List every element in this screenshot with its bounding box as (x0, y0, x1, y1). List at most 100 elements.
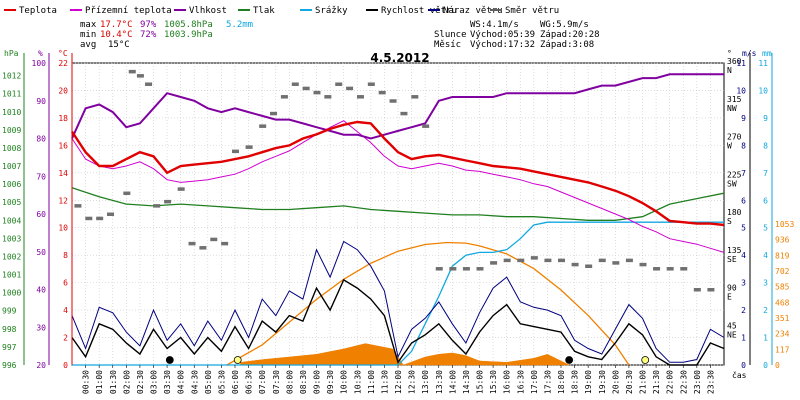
info-sun-set: Západ:20:28 (540, 30, 600, 40)
wm2-tick: 936 (775, 236, 790, 245)
ms-tick: 11 (736, 59, 746, 68)
x-tick: 01:30 (109, 370, 118, 394)
hpa-tick: 1009 (2, 126, 21, 135)
wind-direction-point (693, 288, 701, 292)
x-tick: 19:30 (598, 370, 607, 394)
wind-direction-point (666, 267, 674, 271)
wind-direction-point (96, 216, 104, 221)
wind-direction-point (245, 145, 253, 149)
wind-direction-point (598, 258, 606, 263)
wm2-tick: 819 (775, 251, 790, 260)
wind-direction-point (270, 111, 278, 116)
wm2-tick: 117 (775, 345, 790, 354)
hpa-tick: 1007 (2, 162, 21, 171)
info-wg: WG:5.9m/s (540, 20, 589, 30)
temp-tick: 8 (63, 251, 68, 260)
ms-tick: 1 (741, 334, 746, 343)
wind-direction-point (571, 262, 579, 267)
wind-direction-point (389, 99, 397, 103)
dir-code-tick: S (727, 217, 732, 226)
pct-tick: 80 (36, 135, 46, 144)
x-tick: 16:30 (516, 370, 525, 394)
ms-axis-label: m/s (742, 49, 757, 58)
wind-direction-point (136, 74, 144, 78)
wind-direction-point (85, 216, 93, 221)
wind-direction-point (153, 204, 161, 208)
temp-tick: 20 (58, 86, 68, 95)
ms-tick: 4 (741, 251, 746, 260)
x-tick: 06:30 (245, 370, 254, 394)
temp-axis-label: °C (58, 49, 68, 58)
wind-direction-point (639, 262, 647, 267)
x-tick: 21:30 (652, 370, 661, 394)
x-tick: 15:30 (489, 370, 498, 394)
x-tick: 08:30 (299, 370, 308, 394)
ms-tick: 2 (741, 306, 746, 315)
series-naraz-vetru (71, 240, 725, 363)
wind-direction-point (177, 187, 185, 191)
wind-direction-point (221, 241, 229, 246)
dir-axis-label: ° (727, 49, 732, 58)
wind-direction-point (164, 199, 172, 204)
x-tick: 21:00 (639, 370, 648, 394)
mm-tick: 2 (763, 306, 768, 315)
x-tick: 10:30 (353, 370, 362, 394)
series-srazky (72, 221, 724, 366)
x-tick: 03:00 (150, 370, 159, 394)
ms-tick: 7 (741, 169, 746, 178)
wm2-tick: 351 (775, 314, 790, 323)
wind-direction-point (411, 95, 419, 99)
wind-direction-point (449, 267, 457, 271)
hpa-tick: 1002 (2, 252, 21, 261)
dir-tick: 135 (727, 246, 742, 255)
legend-label: Přízemní teplota (85, 6, 172, 16)
legend-label: Náraz větru (443, 6, 503, 16)
temp-tick: 10 (58, 224, 68, 233)
hpa-tick: 996 (2, 361, 17, 370)
wind-direction-point (107, 212, 115, 216)
temp-tick: 22 (58, 59, 68, 68)
stat-max-label: max (80, 20, 97, 30)
wind-direction-point (291, 82, 299, 86)
stat-min-label: min (80, 30, 96, 40)
wind-direction-point (210, 237, 218, 242)
stat-min-hum: 72% (140, 30, 157, 40)
x-tick: 13:30 (435, 370, 444, 394)
pct-tick: 100 (32, 59, 47, 68)
wm2-tick: 468 (775, 298, 790, 307)
ms-tick: 5 (741, 224, 746, 233)
stat-avg-label: avg (80, 40, 96, 50)
temp-tick: 6 (63, 279, 68, 288)
x-tick: 18:30 (571, 370, 580, 394)
ms-tick: 9 (741, 114, 746, 123)
legend-label: Rychlost větru (381, 6, 457, 16)
series-tlak (71, 187, 725, 221)
x-tick: 03:30 (163, 370, 172, 394)
wind-direction-point (530, 256, 538, 260)
wind-direction-point (123, 191, 131, 196)
temp-tick: 16 (58, 141, 68, 150)
radiation-area (240, 343, 570, 366)
x-tick: 04:30 (190, 370, 199, 394)
wind-direction-point (707, 288, 715, 292)
x-tick: 05:00 (204, 370, 213, 394)
mm-axis-label: mm (762, 49, 772, 58)
chart-title: 4.5.2012 (370, 51, 429, 65)
wind-direction-point (400, 111, 408, 116)
sun-moon-marker (165, 356, 174, 364)
info-ws: WS:4.1m/s (470, 20, 519, 30)
series-solar (226, 241, 630, 366)
wind-direction-point (490, 261, 498, 265)
info-moon-label: Měsíc (434, 40, 461, 50)
hpa-tick: 1004 (2, 216, 21, 225)
wind-direction-point (462, 267, 470, 271)
legend-label: Srážky (315, 6, 348, 16)
series-prizemni-teplota (71, 120, 725, 253)
stats-block: max 17.7°C 97% 1005.8hPa 5.2mm min 10.4°… (80, 20, 253, 50)
hpa-tick: 998 (2, 325, 17, 334)
dir-code-tick: SE (727, 255, 737, 264)
temp-tick: 2 (63, 334, 68, 343)
x-tick: 08:00 (285, 370, 294, 394)
mm-tick: 3 (763, 279, 768, 288)
sun-moon-marker (565, 356, 574, 364)
